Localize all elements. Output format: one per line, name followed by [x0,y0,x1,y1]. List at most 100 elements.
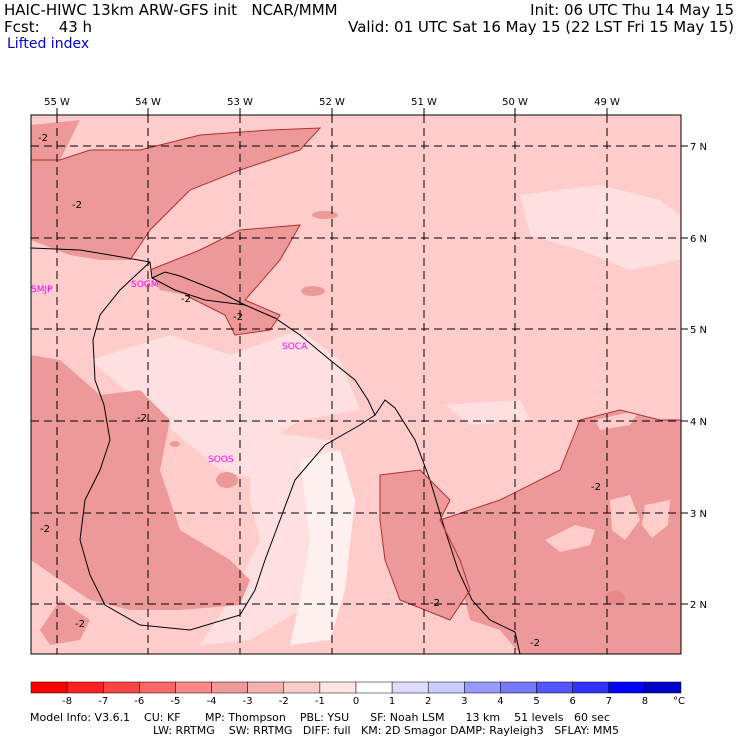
contour-minus2-area [31,355,250,610]
contour-minus2-area [31,128,320,260]
contour-lines [31,127,681,621]
colorbar-swatch [391,681,429,694]
map-frame [30,114,682,655]
embedded-light-area [610,495,640,540]
embedded-light-area [642,500,670,538]
colorbar-tick-label: -5 [170,696,180,707]
contour-minus2-area [380,470,470,620]
contour-minus2-area [40,600,90,645]
contour-label: -2 [38,133,48,144]
contour-label: -2 [72,200,82,211]
contour-label: -2 [137,413,147,424]
coastline [30,247,521,655]
light-fill-area [520,185,680,270]
colorbar-tick-label: -1 [315,696,325,707]
colorbar-tick-label: -6 [134,696,144,707]
colorbar-swatch [608,681,646,694]
colorbar-tick-label: 7 [606,696,612,707]
colorbar-swatch [175,681,212,694]
contour-label: -2 [530,638,540,649]
colorbar-tick-label: -2 [279,696,289,707]
small-contour-blob [170,441,180,447]
lon-label: 49 W [594,97,620,108]
axis-ticks [56,108,688,605]
colorbar-swatch [464,681,501,694]
valid-time: Valid: 01 UTC Sat 16 May 15 (22 LST Fri … [348,18,734,36]
colorbar-tick-label: -4 [207,696,217,707]
lat-label: 6 N [690,234,707,245]
contour-labels: -2 -2 -2 -2 -2 -2 -2 -2 -2 -2 [38,133,601,649]
lifted-index-fill [31,115,681,654]
colorbar-tick-label: 1 [389,696,395,707]
contour-label: -2 [40,524,50,535]
light-fill-area [445,400,530,425]
lat-label: 3 N [690,509,707,520]
lat-lon-grid [31,115,681,654]
station-label: SMJP [31,285,53,295]
lon-label: 51 W [411,97,437,108]
colorbar-tick-label: 2 [425,696,431,707]
embedded-light-area [545,525,595,552]
colorbar-swatch [319,681,357,694]
colorbar-swatch [536,681,573,694]
longitude-labels: 55 W 54 W 53 W 52 W 51 W 50 W 49 W [44,97,620,108]
model-title: HAIC-HIWC 13km ARW-GFS init NCAR/MMM [4,1,338,19]
model-info-line2: LW: RRTMG SW: RRTMG DIFF: full KM: 2D Sm… [153,724,619,737]
zero-fill-area [290,450,355,645]
forecast-hour: Fcst: 43 h [4,18,93,36]
embedded-light-area [595,410,640,430]
lon-label: 50 W [502,97,528,108]
lon-label: 54 W [135,97,161,108]
colorbar-tick-label: 8 [642,696,648,707]
colorbar-tick-label: 3 [461,696,467,707]
colorbar-unit: °C [673,696,685,707]
colorbar-swatch [500,681,537,694]
lat-label: 2 N [690,600,707,611]
lon-label: 52 W [319,97,345,108]
station-label: SOGM [131,280,159,290]
contour-label: -2 [75,619,85,630]
colorbar-swatch [211,681,248,694]
colorbar: -8 -7 -6 -5 -4 -3 -2 -1 0 1 2 3 4 5 6 7 8 °C [30,681,685,707]
colorbar-tick-label: -8 [62,696,72,707]
latitude-labels: 7 N 6 N 5 N 4 N 3 N 2 N [690,142,707,611]
light-fill-area [90,330,360,480]
center-label: NCAR/MMM [251,1,338,19]
contour-minus2-area [31,120,80,165]
contour-label: -2 [181,294,191,305]
model-info-line1: Model Info: V3.6.1 CU: KF MP: Thompson P… [30,711,610,724]
lon-label: 53 W [227,97,253,108]
lat-label: 7 N [690,142,707,153]
station-label: SOCA [282,342,308,352]
lat-label: 5 N [690,325,707,336]
colorbar-swatch [283,681,321,694]
small-contour-blob [312,211,338,219]
colorbar-tick-label: 0 [353,696,359,707]
init-time: Init: 06 UTC Thu 14 May 15 [530,1,734,19]
contour-label: -2 [233,312,243,323]
lon-label: 55 W [44,97,70,108]
colorbar-tick-label: 5 [533,696,539,707]
small-contour-blob [301,286,325,296]
colorbar-tick-label: 4 [497,696,503,707]
lat-label: 4 N [690,417,707,428]
colorbar-tick-label: -7 [98,696,108,707]
colorbar-swatch [572,681,610,694]
contour-label: -2 [430,598,440,609]
field-name: Lifted index [7,36,90,52]
contour-label: -2 [591,482,601,493]
station-labels: SMJP SOGM SOCA SOOS [31,280,308,465]
colorbar-tick-label: 6 [569,696,575,707]
small-contour-blob [605,591,625,605]
small-contour-blob [216,472,238,488]
colorbar-swatch [66,681,104,694]
colorbar-swatch [355,681,393,694]
colorbar-swatch [247,681,285,694]
station-label: SOOS [208,455,234,465]
colorbar-swatch [644,681,682,694]
small-contour-blob [176,592,200,600]
colorbar-swatch [427,681,465,694]
colorbar-tick-label: -3 [243,696,253,707]
colorbar-swatch [139,681,176,694]
